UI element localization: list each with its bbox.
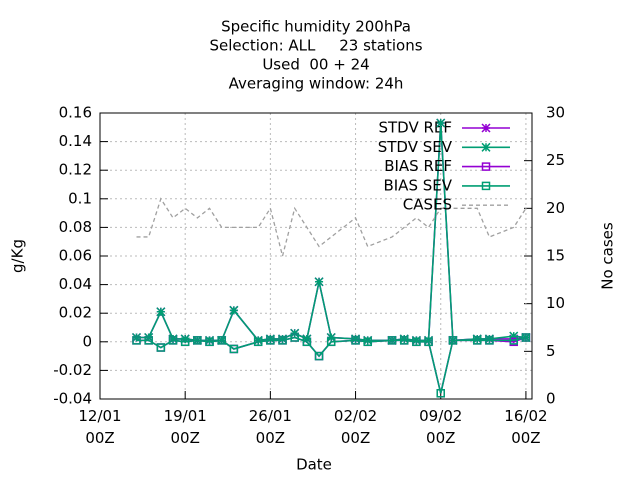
data-point: [436, 389, 445, 398]
data-point: [132, 336, 141, 345]
y-tick-label: 0.1: [68, 189, 92, 207]
data-point: [448, 336, 458, 345]
x-tick-label: 16/02 00Z: [504, 407, 547, 447]
data-point: [399, 334, 409, 344]
y-tick-label: 0.14: [59, 132, 92, 150]
data-point: [168, 334, 178, 344]
data-point: [481, 123, 491, 133]
y2-tick-label: 15: [546, 247, 565, 265]
data-point: [278, 336, 287, 345]
plot-frame: [99, 112, 533, 400]
data-point: [217, 336, 226, 345]
data-point: [481, 142, 491, 152]
data-point: [205, 337, 214, 347]
data-point: [411, 335, 421, 345]
data-point: [144, 336, 153, 345]
data-point: [363, 335, 373, 345]
legend-label: STDV SEV: [378, 138, 453, 156]
data-point: [290, 328, 300, 338]
data-line: [136, 336, 527, 394]
y-tick-label: 0.12: [59, 161, 92, 179]
legend-label: BIAS SEV: [383, 176, 452, 194]
legend-label: BIAS REF: [384, 157, 452, 175]
data-point: [290, 333, 299, 342]
chart-title: Used 00 + 24: [262, 56, 369, 74]
y-tick-label: 0.04: [59, 275, 92, 293]
data-point: [265, 334, 275, 344]
data-point: [253, 337, 263, 347]
data-point: [481, 181, 491, 191]
y-axis-label: g/Kg: [9, 239, 27, 273]
y2-tick-label: 10: [546, 294, 565, 312]
data-point: [412, 337, 421, 347]
x-tick-label: 02/02 00Z: [334, 407, 377, 447]
data-point: [302, 337, 312, 347]
data-point: [326, 332, 336, 343]
y2-axis-label: No cases: [599, 222, 617, 290]
data-point: [485, 336, 494, 345]
data-point: [193, 336, 202, 345]
x-tick-label: 19/01 00Z: [164, 407, 207, 447]
y2-tick-label: 25: [546, 151, 565, 169]
data-point: [472, 334, 482, 344]
y-tick-label: 0: [82, 332, 92, 350]
chart-title: Selection: ALL 23 stations: [209, 37, 422, 55]
data-point: [229, 344, 239, 354]
data-point: [436, 118, 446, 128]
y-tick-label: 0.06: [59, 247, 92, 265]
legend-label: STDV REF: [378, 119, 452, 137]
data-point: [180, 337, 190, 347]
data-point: [156, 307, 166, 317]
data-point: [509, 336, 518, 345]
x-tick-label: 26/01 00Z: [249, 407, 292, 447]
y-tick-label: 0.02: [59, 304, 92, 322]
data-point: [484, 334, 494, 344]
x-axis-label: Date: [296, 456, 332, 474]
data-line: [136, 122, 527, 342]
data-point: [314, 277, 324, 287]
data-point: [509, 331, 519, 341]
data-point: [278, 334, 288, 344]
data-point: [424, 335, 434, 345]
data-point: [266, 336, 275, 345]
data-point: [204, 335, 215, 345]
y-tick-label: -0.04: [53, 390, 92, 408]
data-point: [253, 335, 263, 345]
y2-tick-label: 30: [546, 104, 565, 122]
x-tick-label: 09/02 00Z: [419, 407, 462, 447]
data-point: [424, 337, 433, 347]
data-point: [156, 343, 166, 352]
data-point: [399, 336, 409, 345]
y2-tick-label: 20: [546, 199, 565, 217]
data-point: [472, 336, 482, 345]
data-point: [229, 305, 239, 315]
chart-title: Specific humidity 200hPa: [221, 18, 411, 36]
data-line: [136, 197, 527, 257]
legend-label: CASES: [403, 196, 452, 214]
data-point: [351, 336, 360, 345]
data-point: [168, 336, 178, 345]
y2-tick-label: 5: [546, 342, 556, 360]
y2-tick-label: 0: [546, 390, 556, 408]
chart-title: Averaging window: 24h: [229, 75, 404, 93]
data-point: [481, 162, 491, 171]
data-point: [326, 337, 336, 347]
y-tick-label: 0.16: [59, 104, 92, 122]
y-tick-label: -0.02: [53, 361, 92, 379]
x-tick-label: 12/01 00Z: [78, 407, 121, 447]
data-point: [521, 333, 531, 342]
data-point: [387, 336, 397, 345]
data-point: [314, 351, 324, 361]
data-point: [363, 337, 372, 347]
y-tick-label: 0.08: [59, 218, 92, 236]
data-point: [351, 334, 361, 344]
